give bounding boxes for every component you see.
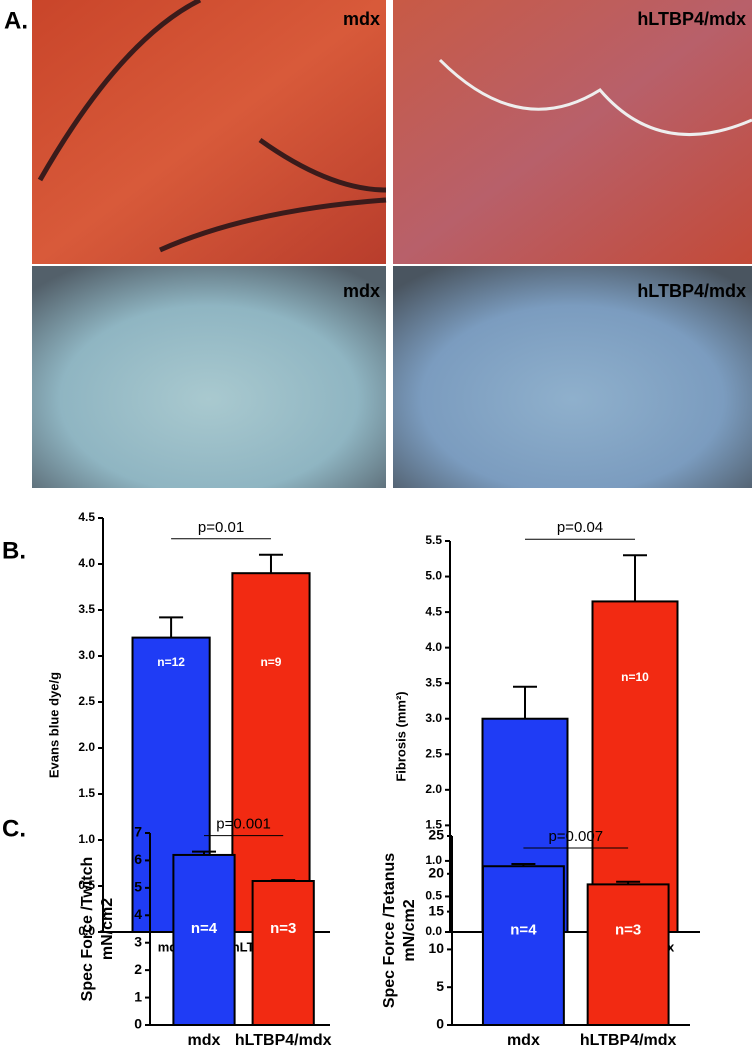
x-tick-label: hLTBP4/mdx: [580, 1032, 677, 1049]
y-tick-label: 3.0: [425, 711, 442, 725]
bar: [172, 853, 236, 1027]
n-label: n=3: [615, 921, 641, 938]
n-label: n=4: [191, 920, 218, 937]
y-tick-label: 15: [428, 902, 444, 918]
x-tick-label: mdx: [507, 1032, 540, 1049]
x-tick-label: mdx: [188, 1032, 221, 1049]
p-value: p=0.007: [548, 828, 603, 845]
panel-label: C.: [2, 815, 26, 842]
y-tick-label: 0.0: [425, 924, 442, 938]
muscle-photo: [32, 266, 386, 488]
y-tick-label: 5: [134, 879, 142, 895]
y-tick-label: 4.5: [425, 604, 442, 618]
panel-label: A.: [4, 7, 28, 34]
photo-detail: [438, 58, 752, 137]
y-tick-label: 7: [134, 824, 142, 840]
y-tick-label: 4.0: [425, 640, 442, 654]
y-tick-label: 10: [428, 940, 444, 956]
y-tick-label: 2: [134, 961, 142, 977]
photo-detail: [37, 0, 387, 253]
p-value: p=0.001: [216, 816, 271, 833]
bar: [481, 865, 565, 1026]
y-tick-label: 2.0: [425, 782, 442, 796]
y-tick-label: 5.0: [425, 569, 442, 583]
p-value: p=0.01: [198, 519, 244, 536]
y-tick-label: 4.5: [78, 510, 95, 524]
y-axis-label: Evans blue dye/g: [46, 672, 61, 778]
n-label: n=12: [157, 655, 185, 669]
error-bar: [258, 553, 283, 574]
y-tick-label: 2.5: [425, 746, 442, 760]
y-tick-label: 0.5: [425, 889, 442, 903]
y-tick-label: 0: [436, 1016, 444, 1032]
p-value: p=0.04: [557, 519, 603, 536]
y-axis-label: Spec Force /Twitch: [79, 857, 96, 1002]
y-axis-label: mN/cm2: [99, 898, 116, 960]
y-tick-label: 2.5: [78, 694, 95, 708]
y-tick-label: 0.5: [78, 878, 95, 892]
error-bar: [616, 880, 641, 885]
error-bar: [271, 879, 296, 882]
y-tick-label: 1.0: [425, 853, 442, 867]
n-label: n=3: [270, 920, 296, 937]
x-tick-label: hLTBP4/mdx: [235, 1032, 332, 1049]
n-label: n=10: [621, 670, 649, 684]
photo-label: mdx: [343, 9, 380, 29]
y-tick-label: 5: [436, 978, 444, 994]
histology-photo: [32, 0, 386, 264]
y-tick-label: 20: [428, 865, 444, 881]
y-axis-label: Spec Force /Tetanus: [381, 853, 398, 1008]
n-label: n=4: [510, 921, 537, 938]
y-tick-label: 0.0: [78, 924, 95, 938]
bar: [586, 883, 670, 1026]
y-tick-label: 0: [134, 1016, 142, 1032]
panel-label: B.: [2, 537, 26, 564]
photo-label: mdx: [343, 281, 380, 301]
bar: [251, 880, 315, 1026]
y-tick-label: 3.5: [78, 602, 95, 616]
y-tick-label: 5.5: [425, 533, 442, 547]
error-bar: [192, 850, 216, 855]
y-tick-label: 6: [134, 851, 142, 867]
y-tick-label: 3: [134, 933, 142, 949]
photo-label: hLTBP4/mdx: [637, 9, 746, 29]
photo-label: hLTBP4/mdx: [637, 281, 746, 301]
histology-photo: [393, 0, 752, 264]
y-axis-label: Fibrosis (mm²): [393, 691, 408, 781]
error-bar: [511, 862, 536, 867]
error-bar: [513, 685, 537, 719]
bar: [591, 600, 679, 933]
bar: [231, 572, 311, 933]
y-tick-label: 1.0: [78, 832, 95, 846]
y-tick-label: 2.0: [78, 740, 95, 754]
y-tick-label: 1.5: [78, 786, 95, 800]
y-tick-label: 4.0: [78, 556, 95, 570]
error-bar: [623, 554, 647, 602]
y-axis-label: mN/cm2: [401, 899, 418, 961]
y-tick-label: 3.0: [78, 648, 95, 662]
n-label: n=9: [260, 655, 281, 669]
y-tick-label: 25: [428, 827, 444, 843]
y-tick-label: 1.5: [425, 818, 442, 832]
error-bar: [159, 616, 184, 638]
y-tick-label: 4: [134, 906, 142, 922]
muscle-photo: [393, 266, 752, 488]
y-tick-label: 1: [134, 988, 142, 1004]
y-tick-label: 3.5: [425, 675, 442, 689]
n-label: n=10: [511, 670, 539, 684]
